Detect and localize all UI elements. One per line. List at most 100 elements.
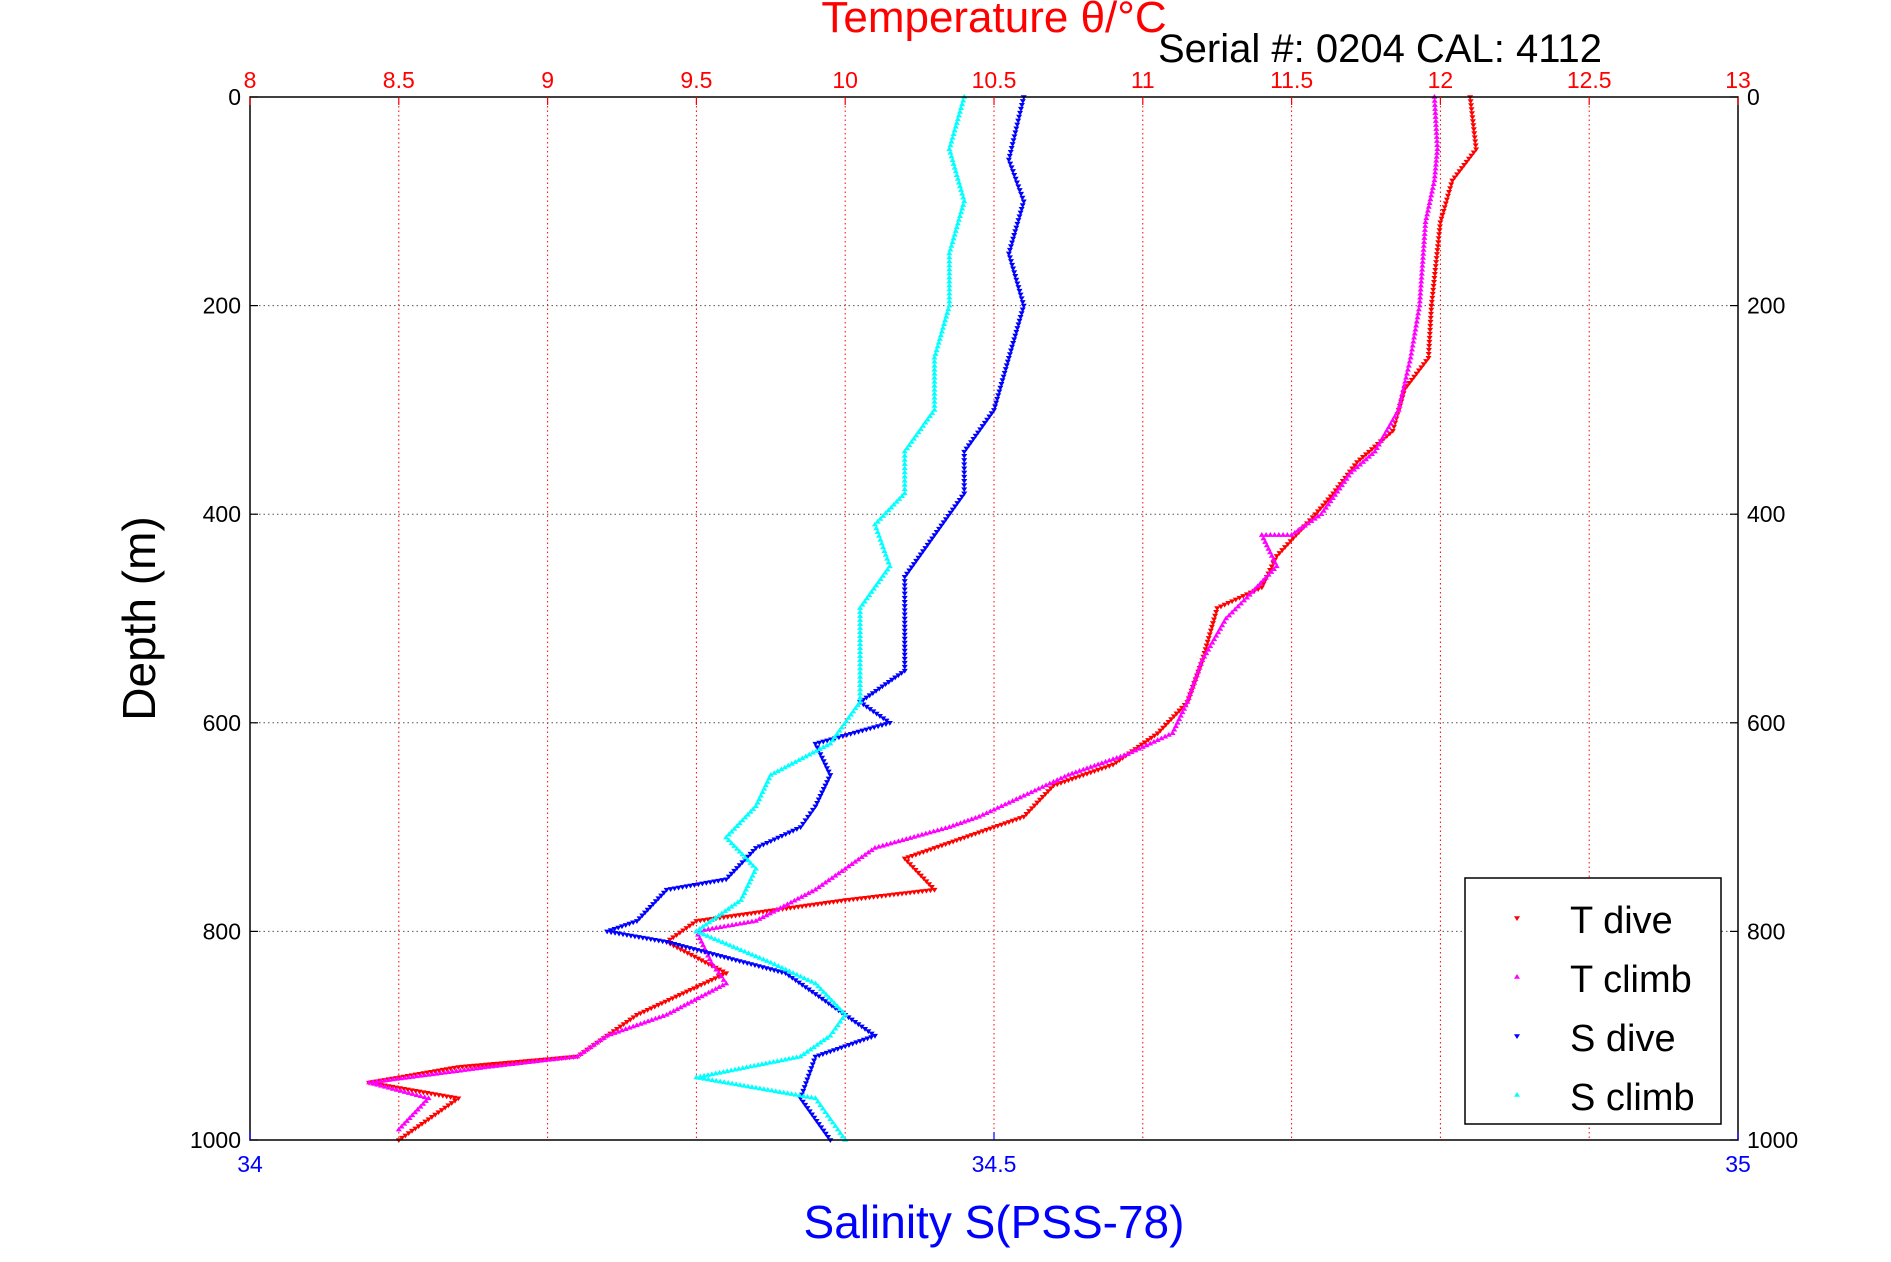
- data-point: [857, 678, 864, 683]
- data-point: [835, 870, 842, 876]
- data-point: [863, 595, 870, 601]
- data-point: [795, 757, 802, 763]
- data-point: [1420, 243, 1427, 248]
- data-point: [1419, 266, 1426, 272]
- data-point: [972, 433, 979, 439]
- data-point: [590, 1041, 597, 1047]
- data-point: [1411, 374, 1418, 380]
- data-point: [1020, 792, 1027, 798]
- data-point: [1411, 334, 1418, 340]
- data-point: [1117, 753, 1124, 759]
- data-point: [915, 429, 922, 435]
- data-point: [1243, 594, 1250, 600]
- data-point: [1168, 717, 1175, 723]
- data-point: [744, 1083, 751, 1089]
- data-point: [1185, 695, 1192, 700]
- data-point: [670, 1008, 677, 1013]
- data-point: [373, 1081, 380, 1087]
- data-point: [1013, 329, 1020, 335]
- data-point: [728, 840, 735, 846]
- data-point: [742, 814, 749, 820]
- data-point: [739, 893, 746, 899]
- data-point: [733, 921, 740, 927]
- data-point: [1087, 770, 1094, 776]
- data-point: [814, 1098, 821, 1104]
- top-tick-label: 9: [541, 67, 554, 93]
- data-point: [815, 1122, 822, 1127]
- data-point: [1426, 339, 1433, 345]
- data-point: [768, 1087, 775, 1093]
- data-point: [729, 922, 736, 927]
- data-point: [459, 1064, 466, 1070]
- data-point: [880, 544, 887, 550]
- left-tick-label: 200: [203, 293, 241, 319]
- data-point: [896, 496, 903, 501]
- data-point: [1005, 251, 1012, 257]
- data-point: [1428, 303, 1435, 309]
- data-point: [883, 718, 890, 724]
- top-tick-label: 11.5: [1270, 67, 1313, 93]
- data-point: [720, 1069, 727, 1074]
- data-point: [626, 921, 633, 927]
- data-point: [1295, 527, 1302, 533]
- data-point: [1433, 157, 1440, 163]
- data-point: [663, 887, 670, 893]
- data-point: [636, 916, 643, 922]
- data-point: [712, 914, 719, 920]
- data-point: [1212, 613, 1219, 619]
- data-point: [782, 966, 789, 972]
- data-point: [1199, 657, 1206, 663]
- data-point: [1377, 438, 1384, 443]
- data-point: [806, 1109, 813, 1115]
- data-point: [888, 504, 895, 510]
- data-point: [811, 1115, 818, 1121]
- data-point: [1050, 778, 1057, 784]
- data-point: [946, 290, 953, 296]
- data-point: [930, 828, 937, 834]
- data-point: [1232, 606, 1239, 612]
- data-point: [697, 929, 704, 935]
- data-point: [816, 1053, 823, 1059]
- data-point: [739, 1065, 746, 1070]
- data-point: [1433, 134, 1440, 139]
- data-point: [1001, 370, 1008, 376]
- data-point: [1197, 661, 1204, 666]
- data-point: [1363, 452, 1369, 458]
- data-point: [961, 483, 968, 488]
- data-point: [1298, 525, 1305, 530]
- data-point: [435, 1110, 442, 1116]
- data-point: [947, 510, 954, 516]
- data-point: [841, 721, 848, 727]
- data-point: [705, 989, 712, 995]
- data-point: [1013, 180, 1020, 186]
- data-point: [1011, 270, 1018, 276]
- data-point: [870, 709, 877, 715]
- data-point: [1138, 742, 1145, 748]
- data-point: [946, 286, 953, 292]
- data-point: [1009, 240, 1016, 246]
- data-point: [1417, 290, 1424, 296]
- data-point: [697, 1075, 704, 1080]
- data-point: [901, 574, 908, 580]
- data-point: [949, 134, 956, 140]
- data-point: [791, 897, 798, 903]
- data-point: [857, 698, 864, 704]
- data-point: [961, 198, 968, 204]
- data-point: [1371, 448, 1378, 454]
- data-point: [1045, 789, 1052, 795]
- data-point: [942, 825, 949, 830]
- data-point: [1005, 157, 1012, 163]
- data-point: [677, 1004, 684, 1010]
- data-point: [1162, 733, 1169, 739]
- data-point: [955, 216, 962, 222]
- data-point: [781, 764, 788, 770]
- legend-marker: [1514, 916, 1520, 921]
- data-point: [731, 901, 738, 907]
- data-point: [1213, 609, 1220, 615]
- data-point: [513, 1060, 520, 1066]
- data-point: [445, 1103, 452, 1109]
- data-point: [913, 432, 920, 438]
- data-point: [883, 841, 890, 847]
- data-point: [1365, 453, 1372, 459]
- data-point: [857, 661, 864, 667]
